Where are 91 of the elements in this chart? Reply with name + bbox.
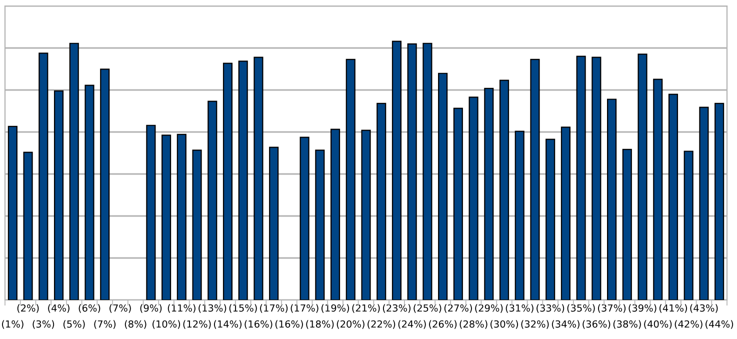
x-tick-label: (11%) <box>168 304 196 313</box>
bar <box>530 58 540 300</box>
x-tick-label: (17%) <box>290 304 318 313</box>
bar <box>23 152 33 300</box>
x-tick-label: (13%) <box>198 304 226 313</box>
bar <box>392 40 402 300</box>
x-tick-label: (14%) <box>214 320 242 329</box>
bar <box>330 128 340 300</box>
bar <box>576 56 586 300</box>
bar <box>84 84 94 300</box>
x-tick-label: (3%) <box>32 320 54 329</box>
bar <box>622 148 632 300</box>
x-tick-label: (38%) <box>613 320 641 329</box>
bar <box>684 150 694 300</box>
bar <box>222 62 233 300</box>
x-tick-label: (4%) <box>48 304 70 313</box>
x-tick-label: (6%) <box>78 304 100 313</box>
bar <box>714 102 724 300</box>
x-tick-label: (19%) <box>322 304 350 313</box>
x-tick-label: (15%) <box>229 304 257 313</box>
x-tick-label: (36%) <box>582 320 610 329</box>
x-tick-label: (10%) <box>152 320 180 329</box>
bar <box>69 42 79 300</box>
bar <box>254 56 264 300</box>
bar <box>54 90 64 300</box>
x-tick-label: (29%) <box>475 304 503 313</box>
bar <box>208 100 218 300</box>
x-tick-label: (43%) <box>690 304 718 313</box>
bar <box>100 68 110 300</box>
x-tick-label: (8%) <box>124 320 146 329</box>
bar <box>514 130 524 300</box>
x-tick-label: (33%) <box>536 304 564 313</box>
x-tick-label: (20%) <box>336 320 364 329</box>
x-tick-label: (30%) <box>490 320 518 329</box>
x-tick-label: (16%) <box>244 320 272 329</box>
x-tick-label: (41%) <box>659 304 687 313</box>
bar <box>592 56 602 300</box>
x-tick-label: (31%) <box>506 304 534 313</box>
x-tick-label: (9%) <box>140 304 162 313</box>
bar <box>8 126 18 300</box>
x-tick-label: (2%) <box>17 304 39 313</box>
x-tick-label: (17%) <box>260 304 288 313</box>
x-tick-label: (23%) <box>382 304 410 313</box>
x-tick-label: (42%) <box>674 320 702 329</box>
x-tick-label: (28%) <box>460 320 488 329</box>
bar <box>300 136 310 300</box>
bar <box>269 146 279 300</box>
bar <box>438 72 448 300</box>
x-tick-label: (26%) <box>429 320 457 329</box>
x-tick-label: (18%) <box>306 320 334 329</box>
x-tick-label: (7%) <box>94 320 116 329</box>
bar <box>376 102 386 300</box>
bar <box>699 106 709 300</box>
bar <box>453 108 463 300</box>
bar <box>346 58 356 300</box>
x-tick-label: (24%) <box>398 320 426 329</box>
bar <box>546 138 556 300</box>
bar <box>668 94 678 300</box>
bar <box>638 54 648 300</box>
bar <box>468 96 478 300</box>
x-tick-label: (12%) <box>183 320 211 329</box>
bar <box>361 130 371 300</box>
x-tick-label: (35%) <box>567 304 595 313</box>
x-tick-label: (37%) <box>598 304 626 313</box>
x-tick-label: (25%) <box>414 304 442 313</box>
bar <box>422 42 432 300</box>
bar <box>607 98 617 300</box>
bar <box>192 150 202 300</box>
bar <box>653 78 663 300</box>
bar <box>407 43 417 300</box>
bar <box>38 52 48 300</box>
bar <box>484 88 494 300</box>
x-tick-label: (5%) <box>63 320 85 329</box>
x-tick-label: (32%) <box>521 320 549 329</box>
bar <box>146 124 156 300</box>
bar <box>315 150 325 300</box>
x-tick-label: (39%) <box>628 304 656 313</box>
x-tick-label: (40%) <box>644 320 672 329</box>
x-tick-label: (1%) <box>2 320 24 329</box>
x-tick-label: (21%) <box>352 304 380 313</box>
x-tick-label: (22%) <box>368 320 396 329</box>
x-tick-label: (7%) <box>110 304 131 313</box>
bar <box>162 134 172 300</box>
bar <box>176 134 186 300</box>
x-tick-label: (44%) <box>706 320 734 329</box>
x-tick-label: (27%) <box>444 304 472 313</box>
bar <box>238 60 248 300</box>
x-tick-label: (34%) <box>552 320 580 329</box>
bar <box>499 80 510 300</box>
bar <box>560 126 570 300</box>
x-tick-label: (16%) <box>275 320 303 329</box>
